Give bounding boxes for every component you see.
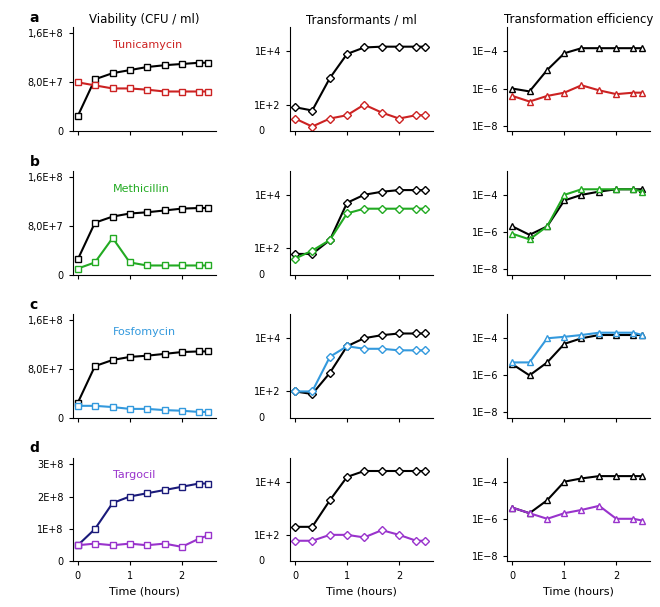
Text: Methicillin: Methicillin — [113, 183, 170, 194]
Text: Targocil: Targocil — [113, 470, 155, 480]
Text: b: b — [30, 155, 40, 169]
Title: Viability (CFU / ml): Viability (CFU / ml) — [89, 13, 199, 26]
X-axis label: Time (hours): Time (hours) — [326, 586, 397, 596]
Text: d: d — [30, 441, 40, 455]
X-axis label: Time (hours): Time (hours) — [109, 586, 180, 596]
Text: 0: 0 — [258, 126, 264, 136]
Text: 0: 0 — [258, 270, 264, 280]
Title: Transformants / ml: Transformants / ml — [306, 13, 416, 26]
Text: a: a — [30, 12, 39, 25]
Title: Transformation efficiency: Transformation efficiency — [504, 13, 653, 26]
Text: 0: 0 — [258, 413, 264, 423]
Text: 0: 0 — [258, 557, 264, 566]
X-axis label: Time (hours): Time (hours) — [543, 586, 614, 596]
Text: c: c — [30, 298, 38, 312]
Text: Fosfomycin: Fosfomycin — [113, 327, 176, 337]
Text: Tunicamycin: Tunicamycin — [113, 40, 182, 50]
